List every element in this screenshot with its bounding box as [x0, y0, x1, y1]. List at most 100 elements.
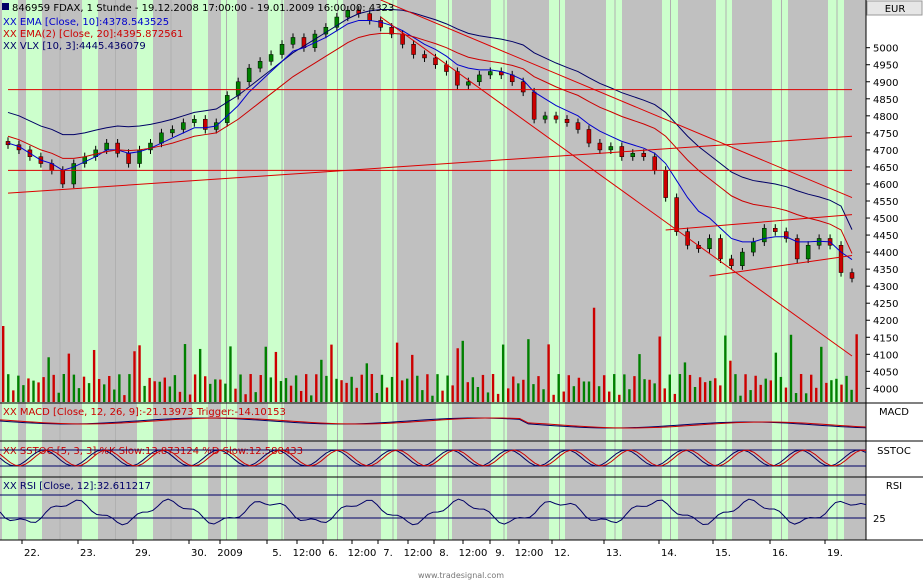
volume-bar	[138, 345, 141, 402]
x-tick-label: 13.	[606, 548, 622, 559]
candle-body	[783, 231, 789, 239]
volume-bar	[239, 374, 242, 402]
volume-bar	[663, 388, 666, 402]
volume-bar	[345, 382, 348, 402]
volume-bar	[825, 382, 828, 402]
y-tick-label: 4150	[873, 333, 898, 344]
currency-box	[866, 0, 923, 16]
volume-bar	[87, 383, 91, 402]
candle-body	[268, 54, 274, 62]
legend-entry: XX EMA(2) [Close, 20]:4395.872561	[3, 29, 183, 40]
candle-body	[816, 238, 822, 246]
sstoc-d-line	[0, 449, 867, 467]
volume-bar	[744, 374, 747, 402]
volume-bar	[32, 380, 35, 402]
volume-bar	[77, 388, 81, 402]
y-tick-label: 4000	[873, 384, 898, 395]
volume-bar	[395, 342, 399, 402]
volume-bar	[471, 377, 475, 402]
volume-bar	[784, 387, 788, 402]
volume-bar	[810, 374, 813, 402]
volume-bar	[173, 375, 177, 402]
candle-body	[400, 33, 405, 45]
volume-bar	[355, 387, 358, 402]
candle-body	[378, 20, 383, 28]
legend-entry: XX VLX [10, 3]:4445.436079	[3, 41, 146, 52]
volume-bar	[259, 375, 262, 402]
volume-bar	[522, 379, 525, 402]
y-tick-label: 4700	[873, 146, 898, 157]
candle-body	[246, 67, 252, 83]
x-tick-label: 12:00	[404, 548, 433, 559]
volume-bar	[815, 387, 818, 402]
volume-bar	[163, 377, 166, 402]
volume-bar	[749, 390, 752, 402]
plot-background	[0, 0, 866, 540]
volume-bar	[572, 386, 576, 402]
volume-bar	[249, 374, 252, 402]
x-tick-label: 23.	[80, 548, 96, 559]
x-tick-label: 15.	[715, 548, 731, 559]
macd-trigger-line	[0, 417, 867, 429]
candle-body	[279, 44, 285, 55]
y-tick-label: 4300	[873, 282, 898, 293]
session-highlight	[772, 0, 788, 540]
volume-bar	[567, 375, 570, 402]
volume-bar	[532, 384, 535, 402]
y-tick-label: 4350	[873, 265, 898, 276]
volume-bar	[714, 378, 717, 402]
x-tick-label: 30.	[191, 548, 207, 559]
x-tick-label: 19.	[827, 548, 843, 559]
volume-bar	[754, 375, 757, 402]
volume-bar	[375, 393, 379, 402]
volume-bar	[128, 374, 131, 402]
x-tick-label: 12:00	[293, 548, 322, 559]
candle-body	[718, 238, 723, 260]
volume-bar	[602, 375, 606, 402]
volume-bar	[683, 362, 687, 402]
x-tick-label: 12:00	[515, 548, 544, 559]
candle-body	[805, 245, 811, 260]
volume-bar	[820, 346, 823, 402]
volume-bar	[183, 344, 187, 402]
volume-bar	[7, 374, 10, 402]
volume-bar	[557, 374, 560, 402]
volume-bar	[416, 375, 419, 402]
candle-body	[367, 13, 372, 21]
candle-body	[762, 228, 767, 243]
volume-bar	[653, 383, 656, 402]
volume-bar	[103, 384, 106, 402]
volume-bar	[739, 395, 742, 402]
trendline	[380, 16, 853, 357]
volume-bar	[284, 378, 288, 402]
x-tick-label: 22.	[24, 548, 40, 559]
candle-body	[564, 118, 570, 123]
volume-bar	[830, 380, 833, 402]
session-highlight	[327, 0, 343, 540]
volume-bar	[57, 392, 60, 402]
x-tick-label: 16.	[772, 548, 788, 559]
candle-body	[652, 156, 657, 171]
volume-bar	[840, 384, 843, 402]
volume-bar	[92, 349, 96, 402]
volume-bar	[17, 375, 20, 402]
session-highlight	[381, 0, 397, 540]
volume-bar	[764, 378, 767, 402]
volume-bar	[835, 378, 838, 402]
candle-body	[477, 74, 482, 83]
session-highlight	[82, 0, 98, 540]
legend-entry: XX EMA [Close, 10]:4378.543525	[3, 17, 169, 28]
volume-bar	[850, 389, 853, 402]
volume-bar	[698, 377, 702, 402]
candle-body	[674, 197, 679, 232]
volume-bar	[582, 381, 586, 402]
x-tick-label: 6.	[328, 548, 338, 559]
volume-bar	[613, 374, 616, 402]
y-tick-label: 4800	[873, 112, 898, 123]
volume-bar	[476, 387, 480, 402]
volume-bar	[370, 374, 374, 402]
volume-bar	[168, 386, 172, 402]
candle-body	[115, 142, 120, 154]
